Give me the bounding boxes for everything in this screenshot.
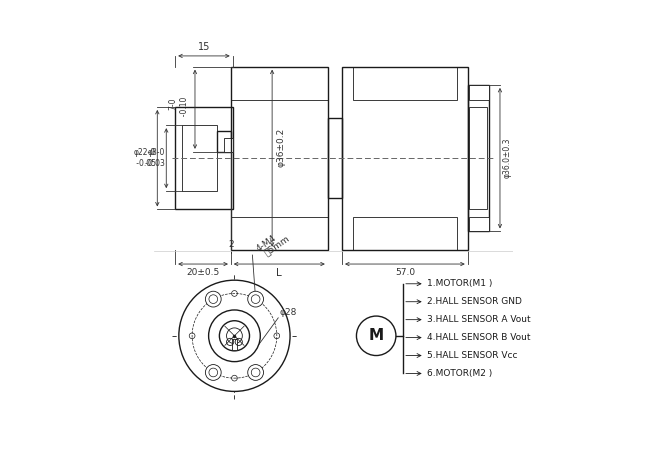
Bar	[342, 67, 468, 250]
Bar	[353, 217, 457, 250]
Text: φ28: φ28	[280, 308, 296, 317]
Text: φ36±0.2: φ36±0.2	[276, 128, 285, 167]
Circle shape	[205, 364, 221, 380]
Text: 4.HALL SENSOR B Vout: 4.HALL SENSOR B Vout	[428, 333, 531, 342]
Circle shape	[220, 321, 250, 351]
Bar	[224, 138, 233, 152]
Text: 2: 2	[228, 240, 233, 249]
Circle shape	[179, 280, 290, 391]
Text: 3.HALL SENSOR A Vout: 3.HALL SENSOR A Vout	[428, 315, 531, 324]
Text: 20±0.5: 20±0.5	[187, 268, 220, 277]
Text: L: L	[276, 268, 282, 278]
Text: 4-M4: 4-M4	[254, 233, 278, 254]
Circle shape	[209, 310, 260, 362]
Bar	[176, 107, 233, 209]
Text: φ36.0±0.3: φ36.0±0.3	[503, 138, 512, 178]
Text: 15: 15	[198, 41, 210, 52]
Bar	[469, 85, 489, 100]
Bar	[183, 125, 216, 191]
Circle shape	[356, 316, 396, 356]
Circle shape	[248, 291, 263, 307]
Text: 2.HALL SENSOR GND: 2.HALL SENSOR GND	[428, 297, 523, 306]
Text: 5.HALL SENSOR Vcc: 5.HALL SENSOR Vcc	[428, 351, 518, 360]
Text: 深5mm: 深5mm	[263, 233, 291, 257]
Circle shape	[205, 291, 221, 307]
Bar	[353, 67, 457, 100]
Text: φ22-0
      -0.05: φ22-0 -0.05	[122, 148, 155, 168]
Bar	[328, 118, 342, 199]
Text: 1.MOTOR(M1 ): 1.MOTOR(M1 )	[428, 279, 493, 288]
Bar	[469, 107, 488, 209]
Bar	[231, 339, 237, 350]
Bar	[468, 85, 489, 232]
Text: M: M	[369, 329, 383, 343]
Circle shape	[248, 364, 263, 380]
Text: φ8-0
   -0.03: φ8-0 -0.03	[138, 148, 165, 168]
Text: 6.MOTOR(M2 ): 6.MOTOR(M2 )	[428, 369, 493, 378]
Text: 57.0: 57.0	[395, 268, 415, 277]
Text: 7-0
  -0.10: 7-0 -0.10	[168, 97, 188, 122]
Bar	[469, 217, 489, 232]
Bar	[231, 67, 328, 250]
Bar	[216, 131, 231, 152]
